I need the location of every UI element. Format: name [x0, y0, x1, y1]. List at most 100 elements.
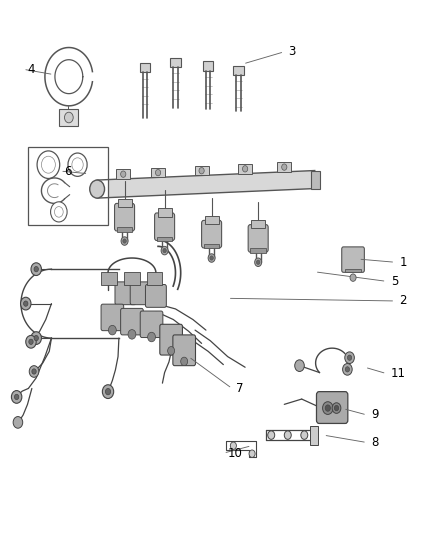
Text: 4: 4: [28, 63, 35, 76]
Bar: [310, 425, 318, 445]
Circle shape: [334, 406, 339, 411]
Bar: [277, 163, 291, 172]
Bar: [116, 169, 130, 179]
Circle shape: [26, 335, 36, 348]
Circle shape: [256, 260, 260, 264]
Circle shape: [210, 256, 213, 260]
Bar: [28, 147, 108, 225]
Circle shape: [181, 357, 187, 366]
Bar: [233, 66, 244, 75]
Bar: [345, 269, 361, 272]
Circle shape: [31, 332, 42, 344]
FancyBboxPatch shape: [173, 335, 195, 366]
Text: 11: 11: [391, 367, 406, 380]
Circle shape: [322, 402, 333, 415]
Bar: [124, 272, 140, 285]
Bar: [204, 244, 219, 248]
FancyBboxPatch shape: [342, 247, 364, 272]
Circle shape: [90, 180, 105, 198]
FancyBboxPatch shape: [248, 224, 268, 252]
Bar: [140, 63, 150, 72]
Circle shape: [128, 329, 136, 339]
Text: 1: 1: [399, 256, 407, 269]
Bar: [117, 199, 131, 207]
Bar: [194, 166, 208, 175]
Circle shape: [168, 346, 175, 355]
Bar: [158, 208, 172, 216]
Circle shape: [155, 169, 161, 176]
Circle shape: [50, 202, 67, 222]
Circle shape: [34, 335, 39, 341]
Circle shape: [343, 364, 352, 375]
Circle shape: [345, 367, 350, 372]
Bar: [59, 109, 78, 126]
Circle shape: [32, 369, 36, 374]
Circle shape: [29, 366, 39, 377]
Circle shape: [332, 403, 341, 414]
Circle shape: [295, 360, 304, 372]
Circle shape: [208, 254, 215, 262]
Bar: [251, 220, 265, 228]
Circle shape: [14, 394, 19, 400]
FancyBboxPatch shape: [155, 213, 175, 240]
Circle shape: [161, 246, 168, 255]
Circle shape: [325, 405, 330, 411]
Bar: [311, 171, 320, 189]
Circle shape: [11, 391, 22, 403]
Circle shape: [249, 450, 255, 457]
Bar: [147, 272, 162, 285]
FancyBboxPatch shape: [160, 324, 183, 355]
Circle shape: [13, 417, 23, 428]
Bar: [238, 164, 252, 174]
Bar: [102, 272, 117, 285]
Circle shape: [109, 325, 116, 335]
Text: 7: 7: [237, 382, 244, 395]
Circle shape: [29, 339, 33, 344]
Circle shape: [284, 431, 291, 439]
Text: 2: 2: [399, 294, 407, 308]
Circle shape: [37, 151, 60, 179]
Text: 10: 10: [228, 447, 243, 459]
Text: 9: 9: [371, 408, 379, 422]
Bar: [251, 248, 266, 253]
Circle shape: [243, 166, 248, 172]
FancyBboxPatch shape: [130, 282, 151, 305]
Circle shape: [31, 263, 42, 276]
Circle shape: [282, 164, 287, 170]
FancyBboxPatch shape: [115, 204, 134, 231]
Circle shape: [21, 297, 31, 310]
FancyBboxPatch shape: [140, 311, 163, 337]
Circle shape: [123, 239, 126, 243]
Text: 3: 3: [289, 45, 296, 58]
Circle shape: [68, 153, 87, 176]
FancyBboxPatch shape: [120, 309, 143, 335]
Bar: [203, 61, 213, 71]
FancyBboxPatch shape: [317, 392, 348, 423]
Circle shape: [24, 301, 28, 306]
Bar: [117, 227, 132, 231]
Circle shape: [148, 332, 155, 342]
Text: 6: 6: [64, 165, 72, 177]
Circle shape: [347, 355, 352, 360]
Circle shape: [230, 442, 237, 449]
Circle shape: [64, 112, 73, 123]
Bar: [157, 237, 173, 241]
Bar: [151, 168, 165, 177]
FancyBboxPatch shape: [101, 304, 124, 330]
Circle shape: [120, 171, 126, 177]
Circle shape: [350, 274, 356, 281]
Circle shape: [42, 156, 55, 173]
Circle shape: [301, 431, 308, 439]
Circle shape: [121, 237, 128, 245]
FancyBboxPatch shape: [145, 285, 166, 308]
Text: 8: 8: [371, 436, 379, 449]
Circle shape: [102, 385, 114, 399]
Circle shape: [163, 248, 166, 253]
Circle shape: [72, 158, 83, 172]
Circle shape: [34, 266, 39, 272]
Circle shape: [254, 258, 261, 266]
Text: 5: 5: [391, 275, 398, 288]
FancyBboxPatch shape: [115, 282, 136, 305]
Bar: [205, 216, 219, 224]
Circle shape: [106, 389, 111, 395]
